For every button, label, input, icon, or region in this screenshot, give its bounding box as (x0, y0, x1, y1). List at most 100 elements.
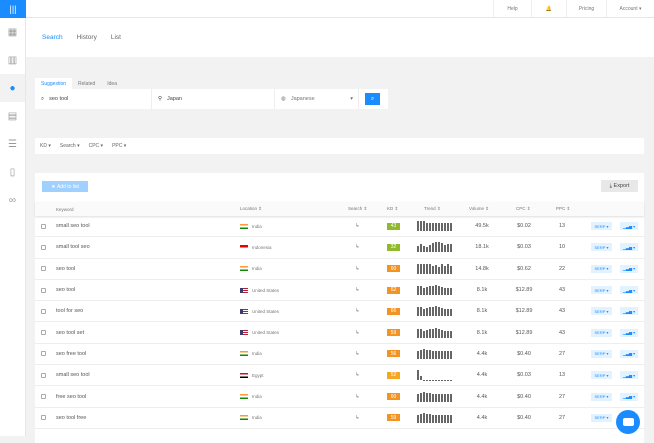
chart-button[interactable]: ▁▃▅ ▾ (620, 349, 638, 358)
chart-button[interactable]: ▁▃▅ ▾ (620, 264, 638, 273)
keyword-link[interactable]: free seo tool (56, 393, 87, 400)
tab-related[interactable]: Related (78, 81, 96, 87)
search-arrow-icon[interactable]: ↳ (355, 329, 360, 336)
ppc-cell: 27 (558, 414, 566, 421)
col-cpc[interactable]: CPC ⇕ (516, 206, 531, 211)
search-button[interactable]: ⌕ (365, 93, 380, 105)
chart-button[interactable]: ▁▃▅ ▾ (620, 222, 638, 231)
keyword-link[interactable]: tool for seo (56, 308, 84, 315)
col-volume[interactable]: Volume ⇕ (469, 206, 490, 211)
help-link[interactable]: Help (493, 0, 531, 17)
chart-button[interactable]: ▁▃▅ ▾ (620, 243, 638, 252)
bar-chart-icon[interactable]: ▥ (7, 54, 18, 66)
search-arrow-icon[interactable]: ↳ (355, 372, 360, 379)
chart-button[interactable]: ▁▃▅ ▾ (620, 392, 638, 401)
filter-search[interactable]: Search ▾ (59, 143, 80, 149)
dashboard-icon[interactable]: ▦ (7, 26, 18, 38)
tab-history[interactable]: History (76, 34, 97, 41)
chat-button[interactable] (616, 410, 640, 434)
chart-button[interactable]: ▁▃▅ ▾ (620, 286, 638, 295)
col-ppc[interactable]: PPC ⇕ (556, 206, 571, 211)
location-select[interactable]: ⚲ Japan (152, 89, 275, 109)
col-keyword[interactable]: Keyword (56, 206, 74, 212)
keyword-link[interactable]: seo tool (56, 265, 76, 272)
search-arrow-icon[interactable]: ↳ (355, 393, 360, 400)
serp-button[interactable]: SERP ▾ (591, 222, 612, 231)
keyword-link[interactable]: small seo tool (56, 223, 90, 230)
serp-button[interactable]: SERP ▾ (591, 328, 612, 337)
search-arrow-icon[interactable]: ↳ (355, 223, 360, 230)
keyword-link[interactable]: seo tool free (56, 414, 87, 421)
binoculars-icon[interactable]: ∞ (8, 194, 17, 206)
filter-kd[interactable]: KD ▾ (40, 143, 51, 149)
chart-button[interactable]: ▁▃▅ ▾ (620, 371, 638, 380)
pricing-link[interactable]: Pricing (566, 0, 606, 17)
row-checkbox[interactable] (41, 308, 46, 314)
search-arrow-icon[interactable]: ↳ (355, 244, 360, 251)
keyword-link[interactable]: small tool seo (56, 244, 90, 251)
kd-badge: 59 (387, 329, 400, 337)
tab-list[interactable]: List (110, 34, 121, 41)
col-kd[interactable]: KD ⇕ (387, 206, 399, 211)
account-menu[interactable]: Account ▾ (606, 0, 654, 17)
row-checkbox[interactable] (41, 266, 46, 272)
keyword-link[interactable]: seo tool set (56, 329, 85, 336)
trend-sparkline (417, 285, 452, 296)
row-checkbox[interactable] (41, 351, 46, 357)
serp-button[interactable]: SERP ▾ (591, 286, 612, 295)
row-checkbox[interactable] (41, 415, 46, 421)
logo-icon[interactable]: ||| (0, 0, 26, 18)
search-arrow-icon[interactable]: ↳ (355, 350, 360, 357)
keyword-input[interactable]: ⌕ seo tool (35, 89, 152, 109)
row-checkbox[interactable] (41, 223, 46, 229)
search-arrow-icon[interactable]: ↳ (355, 308, 360, 315)
serp-button[interactable]: SERP ▾ (591, 413, 612, 422)
trend-bar (423, 221, 425, 232)
language-select[interactable]: ◍ Japanese ▾ (275, 89, 359, 109)
col-search[interactable]: Search ⇕ (348, 206, 368, 211)
list-icon[interactable]: ☰ (8, 138, 17, 150)
trend-bar (432, 307, 434, 317)
document-icon[interactable]: ▯ (9, 166, 16, 178)
filter-cpc[interactable]: CPC ▾ (88, 143, 104, 149)
tab-suggestion[interactable]: Suggestion (35, 78, 73, 89)
flag-icon (240, 415, 248, 421)
tab-search[interactable]: Search (42, 34, 63, 41)
serp-button[interactable]: SERP ▾ (591, 264, 612, 273)
search-arrow-icon[interactable]: ↳ (355, 414, 360, 421)
trend-bar (429, 307, 431, 317)
keyword-link[interactable]: small seo tool (56, 372, 90, 379)
bell-icon[interactable]: 🔔 (531, 0, 566, 17)
row-checkbox[interactable] (41, 287, 46, 293)
trend-bar (420, 392, 422, 402)
filter-ppc[interactable]: PPC ▾ (112, 143, 127, 149)
row-checkbox[interactable] (41, 372, 46, 378)
tab-idea[interactable]: Idea (107, 81, 117, 87)
layout-icon[interactable]: ▤ (7, 110, 18, 122)
keyword-link[interactable]: seo free tool (56, 350, 87, 357)
trend-bar (438, 350, 440, 359)
serp-button[interactable]: SERP ▾ (591, 243, 612, 252)
volume-cell: 4.4k (476, 350, 488, 357)
col-trend[interactable]: Trend ⇕ (424, 206, 441, 211)
serp-button[interactable]: SERP ▾ (591, 349, 612, 358)
row-checkbox[interactable] (41, 244, 46, 250)
chart-button[interactable]: ▁▃▅ ▾ (620, 307, 638, 316)
serp-button[interactable]: SERP ▾ (591, 371, 612, 380)
flag-icon (240, 330, 248, 336)
row-checkbox[interactable] (41, 330, 46, 336)
search-arrow-icon[interactable]: ↳ (355, 287, 360, 294)
trend-bar (426, 287, 428, 296)
serp-button[interactable]: SERP ▾ (591, 392, 612, 401)
keyword-link[interactable]: seo tool (56, 287, 76, 294)
flag-icon (240, 287, 248, 293)
chart-button[interactable]: ▁▃▅ ▾ (620, 328, 638, 337)
add-to-list-button[interactable]: ★ Add to list (42, 181, 88, 192)
keyword-search-icon[interactable]: ● (0, 74, 25, 102)
row-checkbox[interactable] (41, 394, 46, 400)
col-location[interactable]: Location ⇕ (240, 206, 263, 211)
ppc-cell: 43 (558, 329, 566, 336)
serp-button[interactable]: SERP ▾ (591, 307, 612, 316)
search-arrow-icon[interactable]: ↳ (355, 265, 360, 272)
export-button[interactable]: ⤓ Export (601, 180, 638, 192)
